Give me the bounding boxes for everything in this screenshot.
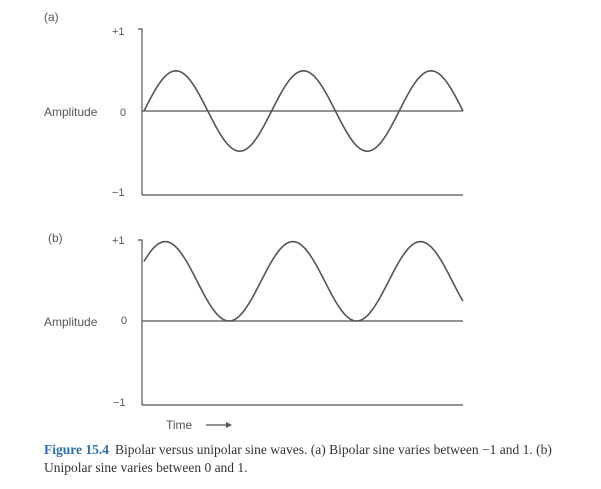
time-arrow-icon (206, 422, 232, 428)
figure-number: Figure 15.4 (44, 442, 109, 457)
panel-b: (b) +1 Amplitude 0 −1 Time (44, 231, 464, 432)
panel-a: (a) +1 Amplitude 0 −1 (44, 10, 464, 199)
figure-caption: Figure 15.4 Bipolar versus unipolar sine … (44, 441, 584, 477)
panel-a-label: (a) (44, 10, 59, 24)
panel-a-ylabel: Amplitude (44, 105, 98, 119)
panel-a-y-axis (138, 28, 143, 195)
panel-b-ylabel: Amplitude (44, 315, 98, 329)
caption-text: Bipolar versus unipolar sine waves. (a) … (44, 442, 552, 475)
panel-b-xlabel: Time (166, 418, 193, 432)
panel-b-ytick-zero: 0 (121, 315, 127, 327)
panel-a-sine-wave (143, 70, 464, 152)
panel-b-ytick-bottom: −1 (113, 397, 126, 409)
panel-b-ytick-top: +1 (112, 235, 125, 247)
panel-a-ytick-bottom: −1 (112, 187, 125, 199)
panel-b-sine-wave (143, 240, 464, 322)
panel-b-y-axis (138, 239, 143, 405)
panel-a-ytick-top: +1 (112, 26, 125, 38)
panel-a-ytick-zero: 0 (120, 107, 126, 119)
panel-b-label: (b) (48, 231, 63, 245)
